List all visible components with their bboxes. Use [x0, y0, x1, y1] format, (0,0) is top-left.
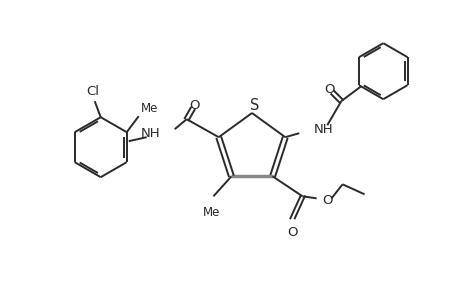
Text: O: O: [323, 83, 334, 96]
Text: NH: NH: [313, 123, 332, 136]
Text: O: O: [189, 99, 200, 112]
Text: Me: Me: [140, 102, 158, 115]
Text: O: O: [322, 194, 332, 207]
Text: Me: Me: [202, 206, 220, 219]
Text: O: O: [287, 226, 297, 239]
Text: NH: NH: [141, 127, 160, 140]
Text: S: S: [250, 98, 259, 112]
Text: Cl: Cl: [86, 85, 99, 98]
